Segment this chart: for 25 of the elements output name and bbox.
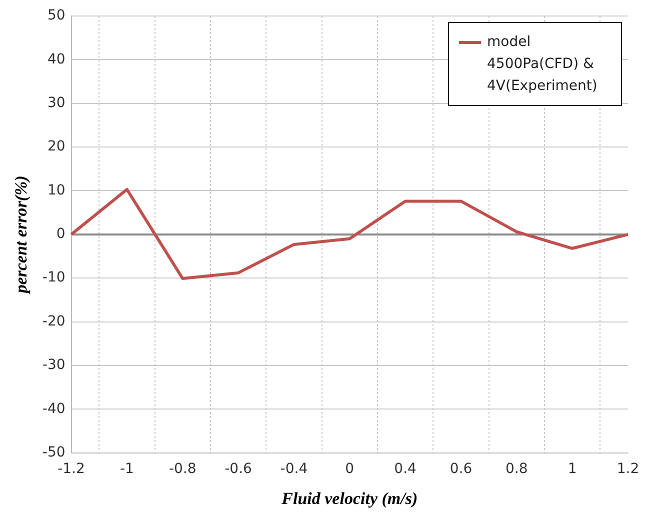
- y-tick-label: -10: [42, 270, 66, 286]
- x-tick-label: 0.8: [506, 460, 528, 477]
- x-tick-label: -0.8: [168, 460, 196, 477]
- y-axis-title: percent error(%): [12, 176, 31, 296]
- legend-label: model 4500Pa(CFD) & 4V(Experiment): [487, 33, 598, 96]
- x-tick-label: 1: [568, 460, 577, 477]
- y-tick-label: -40: [42, 400, 66, 417]
- x-tick-label: -0.6: [224, 460, 252, 477]
- x-tick-label: 0.4: [394, 460, 417, 477]
- x-axis-title: Fluid velocity (m/s): [280, 489, 418, 508]
- y-tick-label: 10: [47, 182, 66, 198]
- y-tick-label: 30: [47, 95, 66, 111]
- x-tick-label: 1.2: [616, 460, 640, 477]
- y-tick-label: 50: [47, 8, 66, 24]
- x-tick-label: 0: [345, 460, 354, 477]
- x-tick-label: -1.2: [58, 460, 85, 477]
- y-tick-label: -20: [42, 313, 66, 330]
- y-tick-label: -30: [42, 357, 66, 374]
- x-tick-label: 0.6: [450, 460, 472, 477]
- x-tick-label: -0.4: [280, 460, 308, 477]
- y-tick-label: 40: [47, 51, 66, 68]
- y-tick-label: 0: [56, 226, 66, 242]
- y-tick-label: 20: [47, 138, 66, 155]
- y-tick-label: -50: [42, 444, 66, 460]
- x-tick-label: -1: [120, 460, 134, 477]
